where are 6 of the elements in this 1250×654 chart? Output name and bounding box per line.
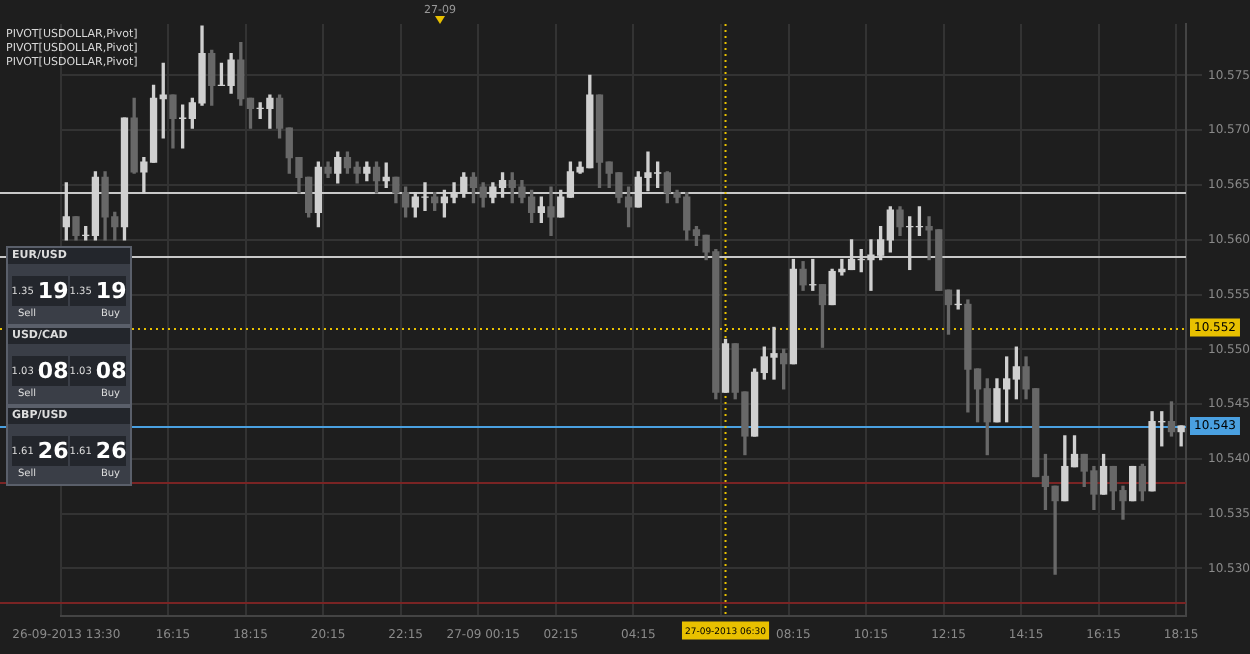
annotation: 26	[95, 438, 127, 464]
annotation: 19	[95, 278, 127, 304]
annotation: 08	[37, 358, 69, 384]
annotation: 19	[37, 278, 69, 304]
annotation: 26	[37, 438, 69, 464]
annotation: 08	[95, 358, 127, 384]
